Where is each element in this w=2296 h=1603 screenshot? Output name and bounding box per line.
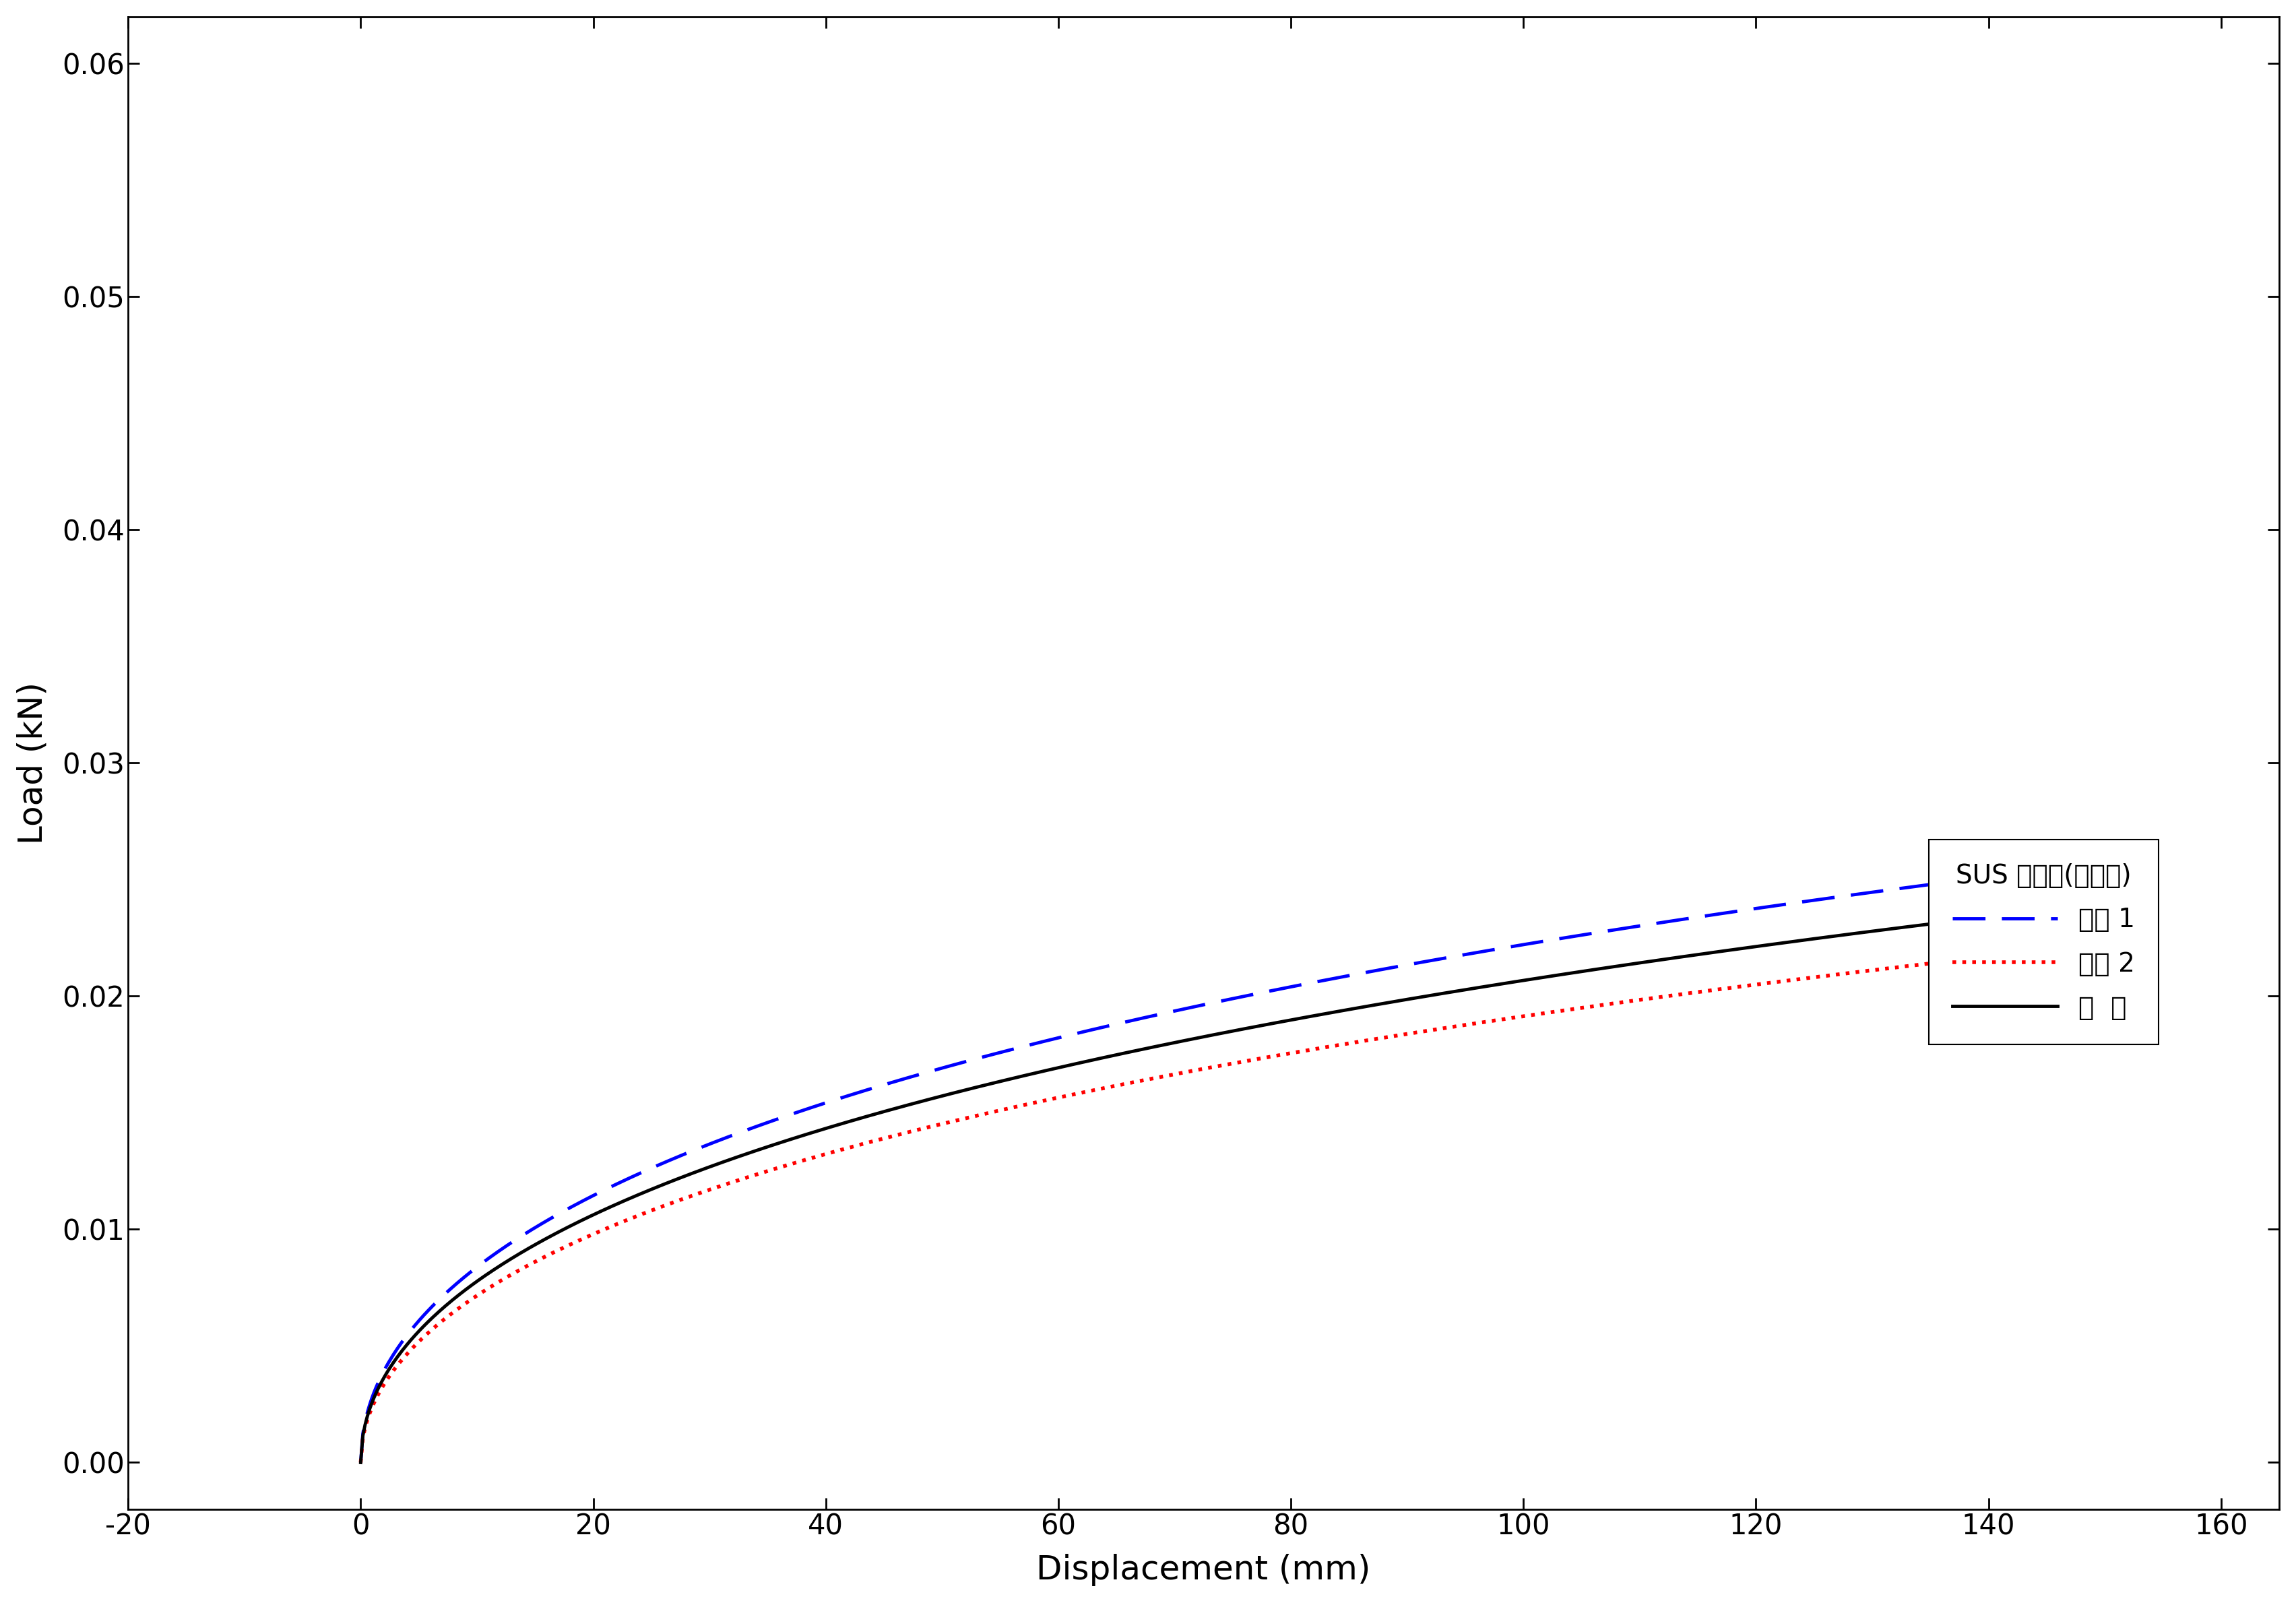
실험 2 [1405, 1023, 1433, 1042]
실험 1 [347, 1452, 374, 1472]
Legend: 실험 1, 실험 2, 평  균: 실험 1, 실험 2, 평 균 [1929, 840, 2158, 1045]
실험 2 [455, 1292, 482, 1311]
실험 1 [2092, 853, 2119, 872]
실험 1 [1458, 944, 1486, 963]
평  균 [1359, 995, 1387, 1015]
평  균 [1405, 987, 1433, 1007]
실험 1 [1848, 883, 1876, 902]
실험 2 [1848, 962, 1876, 981]
평  균 [1669, 947, 1697, 967]
실험 2 [1359, 1029, 1387, 1048]
실험 2 [2092, 935, 2119, 954]
평  균 [347, 1452, 374, 1472]
Line: 실험 2: 실험 2 [360, 944, 2105, 1462]
Line: 실험 1: 실험 1 [360, 862, 2105, 1462]
Line: 평  균: 평 균 [360, 902, 2105, 1462]
평  균 [1848, 923, 1876, 943]
실험 1 [1359, 962, 1387, 981]
실험 2 [1458, 1015, 1486, 1034]
Y-axis label: Load (kN): Load (kN) [16, 681, 48, 845]
평  균 [455, 1279, 482, 1298]
평  균 [2092, 893, 2119, 912]
실험 1 [1669, 909, 1697, 928]
실험 1 [1405, 954, 1433, 973]
X-axis label: Displacement (mm): Displacement (mm) [1035, 1553, 1371, 1585]
실험 2 [347, 1452, 374, 1472]
실험 2 [1669, 984, 1697, 1003]
평  균 [1458, 979, 1486, 999]
실험 1 [455, 1265, 482, 1284]
